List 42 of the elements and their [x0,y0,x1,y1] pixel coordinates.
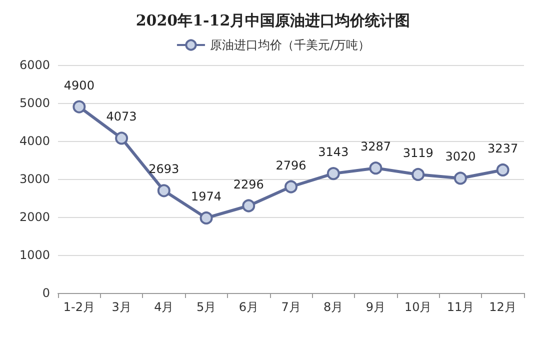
data-label: 2296 [233,177,264,192]
data-label: 4900 [64,78,94,92]
point [326,167,340,180]
data-label: 1974 [191,189,222,204]
data-label: 2796 [276,158,306,172]
data-label: 3119 [402,146,434,160]
data-label: 3020 [445,150,476,164]
point [412,168,425,181]
legend-label: 原油进口均价（千美元/万吨） [210,38,370,52]
point [115,132,128,145]
point [454,172,467,185]
data-label: 3287 [360,140,391,154]
x-tick-label: 11月 [446,300,474,314]
x-tick-label: 10月 [404,300,432,314]
x-tick-label: 1-2月 [63,300,95,314]
y-tick-label: 5000 [19,96,50,110]
point [157,184,170,198]
point [369,162,382,175]
point [284,180,298,194]
y-tick-label: 2000 [19,210,50,224]
y-tick-label: 6000 [19,58,50,72]
point [496,163,510,176]
data-label: 2693 [148,162,180,176]
x-tick-label: 7月 [281,300,301,314]
point [242,199,256,212]
y-tick-label: 1000 [19,248,50,262]
point [200,211,213,224]
data-label: 3143 [318,145,349,160]
y-tick-label: 3000 [19,172,50,186]
x-tick-label: 4月 [154,300,174,314]
data-label: 3237 [488,141,518,156]
y-tick-label: 4000 [19,134,50,148]
x-tick-label: 9月 [366,300,386,314]
chart-title: 2020年1-12月中国原油进口均价统计图 [136,12,410,30]
x-tick-label: 12月 [489,300,516,314]
x-tick-label: 3月 [112,300,132,314]
x-tick-label: 8月 [324,300,344,314]
data-label: 4073 [106,110,137,124]
x-tick-label: 6月 [238,300,258,314]
y-tick-label: 0 [42,286,50,300]
x-tick-label: 5月 [196,300,216,314]
point [72,100,86,114]
